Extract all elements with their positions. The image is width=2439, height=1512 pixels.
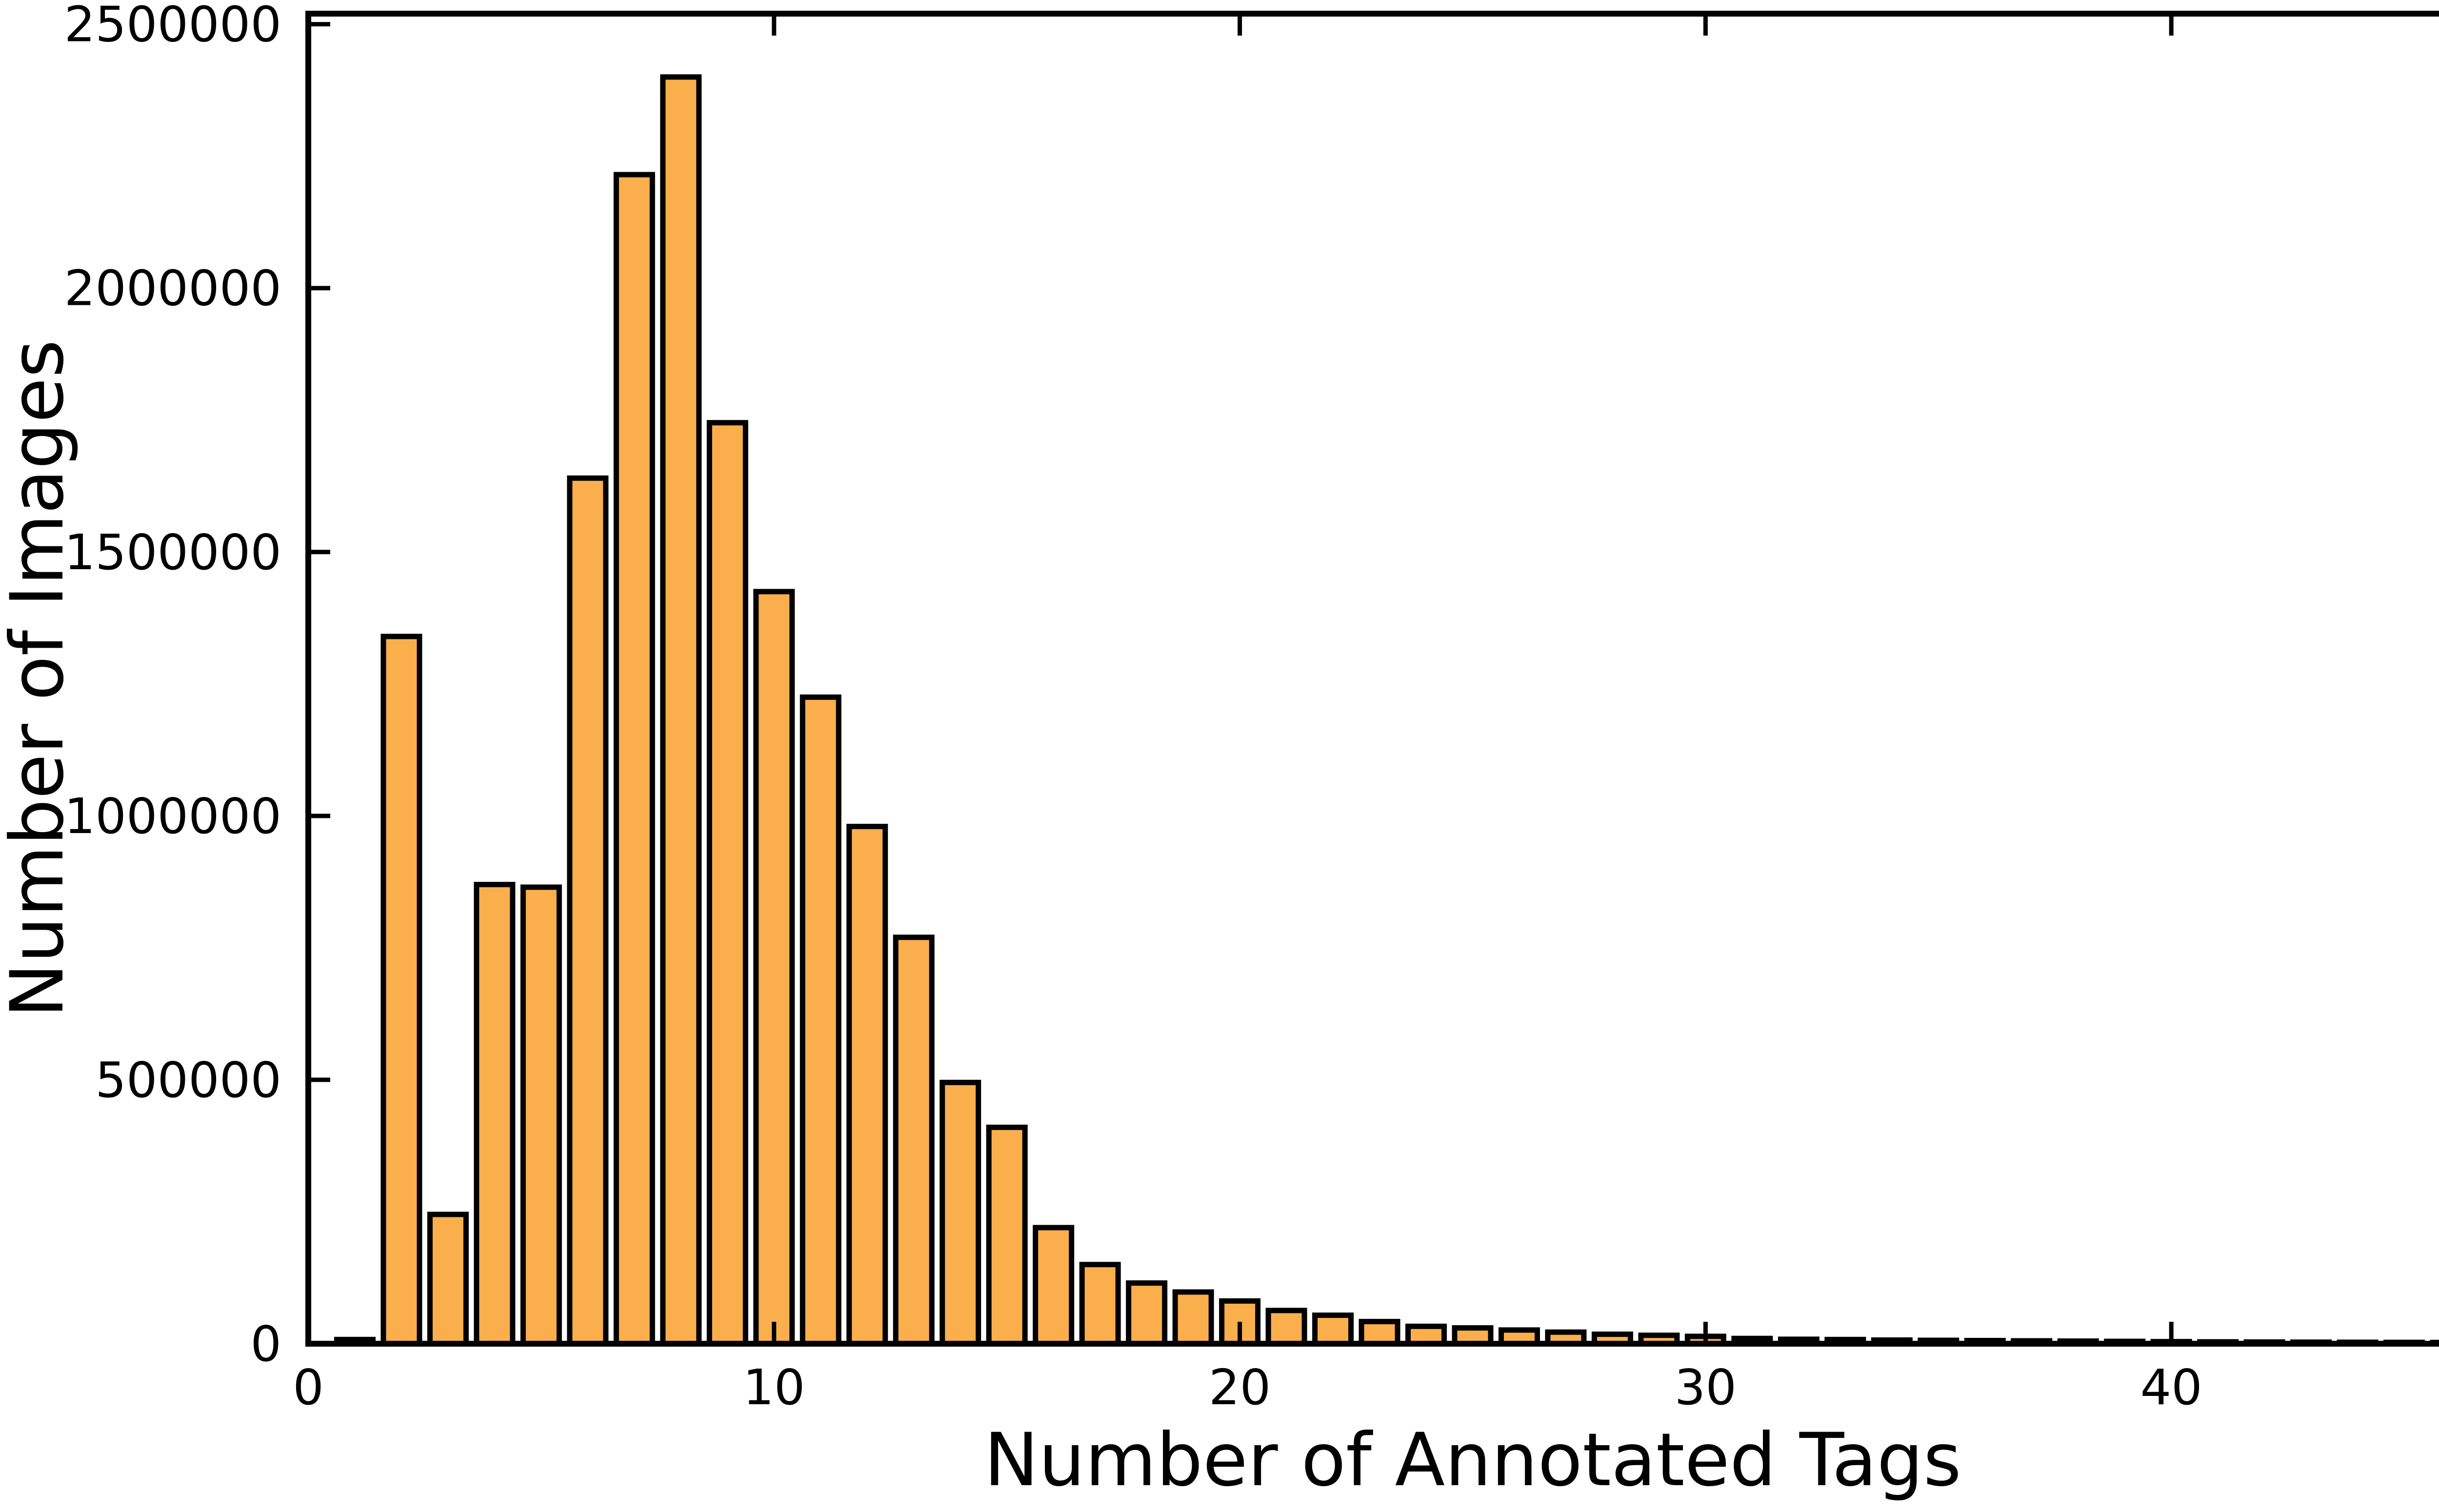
bar-21 [1265,1308,1307,1347]
x-tick-label-10: 10 [743,1359,805,1416]
bar-2 [380,634,422,1347]
bar-5 [520,884,562,1347]
bar-22 [1312,1313,1354,1347]
y-tick-label-2500000: 2500000 [64,0,281,53]
bar-16 [1033,1225,1075,1347]
bar-4 [474,882,516,1347]
bar-6 [567,475,609,1347]
bar-17 [1079,1262,1121,1347]
bar-14 [940,1079,981,1347]
x-tick-label-40: 40 [2140,1359,2202,1416]
axes-spines [305,11,2439,1347]
x-tick-label-20: 20 [1209,1359,1271,1416]
y-tick-label-1500000: 1500000 [64,524,281,581]
bar-15 [986,1124,1028,1347]
ticks-group [306,14,2174,1346]
bar-19 [1172,1289,1214,1347]
bar-7 [613,172,655,1347]
y-tick-label-2000000: 2000000 [64,260,281,317]
x-tick-label-0: 0 [293,1359,324,1416]
bar-13 [893,935,935,1347]
y-tick-label-1000000: 1000000 [64,788,281,845]
x-tick-label-30: 30 [1675,1359,1737,1416]
bar-18 [1126,1280,1168,1347]
bar-8 [660,74,702,1347]
tick-labels-group: 010203040>=50050000010000001500000200000… [64,0,2202,1416]
bar-23 [1359,1319,1400,1347]
bar-3 [427,1212,469,1347]
bar-11 [800,694,841,1347]
bar-9 [706,420,748,1347]
y-axis-title: Number of Images [0,339,80,1017]
y-tick-label-0: 0 [250,1315,281,1373]
bar-10 [753,589,795,1347]
bar-12 [846,824,888,1347]
y-tick-label-500000: 500000 [95,1052,281,1109]
x-axis-title: Number of Annotated Tags [984,1418,1961,1503]
